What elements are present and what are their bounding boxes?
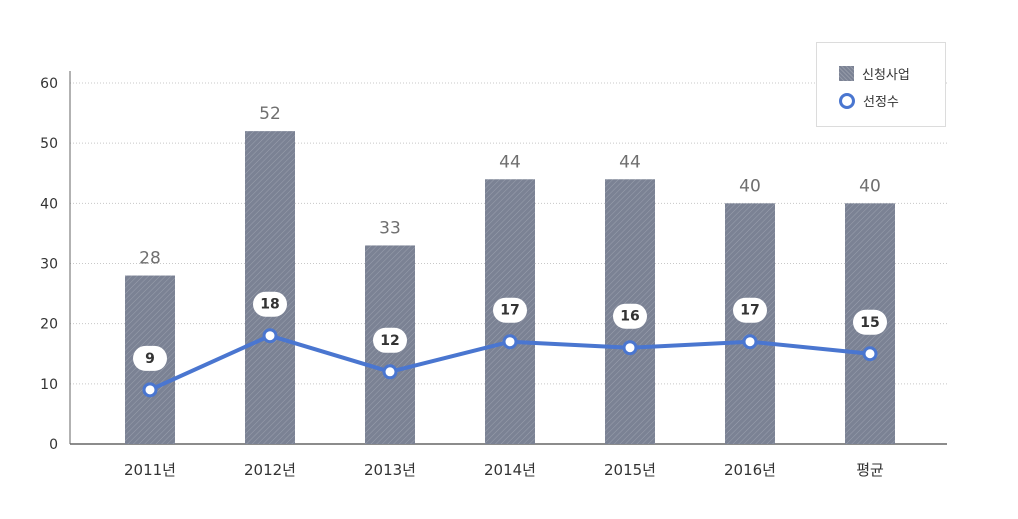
line-series	[142, 328, 878, 398]
legend-label-line: 선정수	[863, 95, 899, 110]
y-tick-label: 10	[40, 377, 58, 393]
line-point	[862, 346, 878, 362]
x-tick-label: 평균	[856, 461, 884, 479]
line-point	[262, 328, 278, 344]
line-value-label: 15	[860, 315, 879, 331]
line-value-bubble	[493, 297, 527, 323]
legend-label-bar: 신청사업	[862, 68, 910, 83]
line-point	[502, 334, 518, 350]
line-value-bubble	[373, 327, 407, 353]
bar-value-label: 52	[259, 104, 281, 124]
x-tick-label: 2011년	[124, 461, 176, 479]
bar-value-label: 33	[379, 218, 401, 238]
y-tick-label: 30	[40, 257, 58, 273]
y-tick-label: 50	[40, 136, 58, 152]
x-tick-label: 2015년	[604, 461, 656, 479]
line-point	[622, 340, 638, 356]
line-value-bubble	[853, 309, 887, 335]
x-tick-label: 2014년	[484, 461, 536, 479]
line-value-bubble	[253, 291, 287, 317]
line-point	[742, 334, 758, 350]
bars	[125, 131, 895, 444]
legend-bar-swatch	[839, 66, 854, 81]
line-value-label: 12	[380, 333, 399, 349]
bar-value-label: 44	[619, 152, 641, 172]
data-labels: 28 52 33 44 44 40 40 9 18 12 17 16 17 15	[133, 104, 887, 371]
y-tick-label: 20	[40, 317, 58, 333]
line-value-label: 18	[260, 297, 279, 313]
bar-value-label: 28	[139, 249, 161, 269]
y-tick-label: 40	[40, 196, 58, 212]
line-value-label: 17	[500, 303, 519, 319]
x-tick-label: 2016년	[724, 461, 776, 479]
bar-value-label: 40	[739, 176, 761, 196]
line-value-label: 17	[740, 303, 759, 319]
line-value-label: 16	[620, 309, 639, 325]
legend-line-swatch	[839, 92, 855, 109]
x-tick-label: 2012년	[244, 461, 296, 479]
bar	[725, 203, 775, 444]
bar-value-label: 40	[859, 176, 881, 196]
line-point	[382, 364, 398, 380]
y-tick-label: 0	[49, 437, 58, 453]
bar	[245, 131, 295, 444]
line-value-bubble	[133, 345, 167, 371]
bar-value-label: 44	[499, 152, 521, 172]
legend-item-line: 선정수	[839, 91, 899, 110]
line-value-bubble	[733, 297, 767, 323]
line-value-bubble	[613, 303, 647, 329]
legend: 신청사업 선정수	[816, 42, 946, 127]
line-value-label: 9	[145, 351, 155, 367]
y-tick-label: 60	[40, 76, 58, 92]
x-tick-label: 2013년	[364, 461, 416, 479]
legend-item-bar: 신청사업	[839, 64, 910, 83]
line-point	[142, 382, 158, 398]
